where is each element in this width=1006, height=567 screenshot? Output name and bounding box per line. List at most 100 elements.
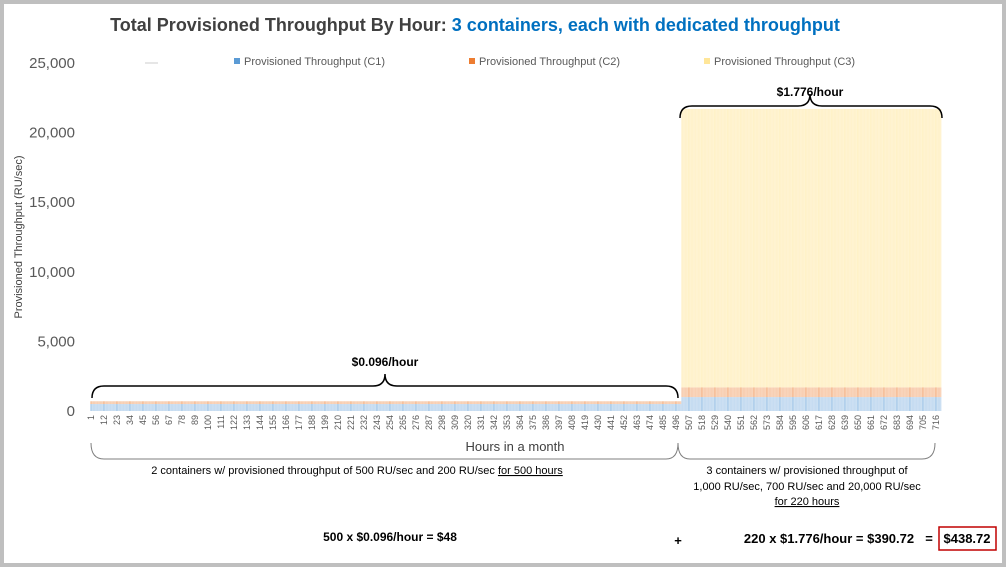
bar-segment-c2 bbox=[537, 401, 539, 405]
x-tick-label: 276 bbox=[411, 415, 421, 430]
bar-segment-c2 bbox=[811, 387, 813, 398]
bar-segment-c1 bbox=[907, 397, 909, 411]
bar-segment-c2 bbox=[636, 401, 638, 405]
bar-segment-c2 bbox=[395, 401, 397, 405]
bar-segment-c3 bbox=[830, 108, 832, 388]
bar-segment-c1 bbox=[365, 404, 367, 411]
bar-segment-c1 bbox=[598, 404, 600, 411]
x-tick-label: 254 bbox=[385, 415, 395, 430]
bar-segment-c2 bbox=[388, 401, 390, 405]
bar-segment-c1 bbox=[706, 397, 708, 411]
bar-segment-c2 bbox=[313, 401, 315, 405]
bar-segment-c2 bbox=[151, 401, 154, 405]
bar-segment-c3 bbox=[722, 108, 724, 388]
brace-high-rate bbox=[679, 93, 943, 119]
bar-segment-c2 bbox=[525, 401, 527, 405]
bar-segment-c1 bbox=[603, 404, 605, 411]
bar-segment-c1 bbox=[345, 404, 347, 411]
bar-segment-c1 bbox=[837, 397, 839, 411]
bar-segment-c3 bbox=[701, 108, 703, 388]
bar-segment-c3 bbox=[747, 108, 749, 388]
bar-segment-c2 bbox=[778, 387, 780, 398]
bar-segment-c2 bbox=[732, 387, 734, 398]
title-prefix: Total Provisioned Throughput By Hour: bbox=[110, 15, 447, 35]
bar-segment-c1 bbox=[418, 404, 421, 411]
bar-segment-c1 bbox=[117, 404, 119, 411]
bar-segment-c1 bbox=[882, 397, 884, 411]
bar-segment-c2 bbox=[140, 401, 142, 405]
bar-segment-c3 bbox=[735, 108, 737, 388]
bar-segment-c1 bbox=[830, 397, 832, 411]
bar-segment-c2 bbox=[441, 401, 443, 405]
bar-segment-c2 bbox=[486, 401, 488, 405]
bar-segment-c1 bbox=[382, 404, 384, 411]
bar-segment-c2 bbox=[379, 401, 382, 405]
bar-segment-c1 bbox=[216, 404, 219, 411]
bar-segment-c3 bbox=[798, 108, 800, 388]
bar-segment-c3 bbox=[842, 108, 844, 388]
bar-segment-c2 bbox=[236, 401, 239, 405]
bar-segment-c2 bbox=[816, 387, 818, 398]
bar-segment-c1 bbox=[668, 404, 670, 411]
bar-segment-c2 bbox=[879, 387, 882, 398]
bar-segment-c2 bbox=[586, 401, 588, 405]
bar-segment-c2 bbox=[433, 401, 435, 405]
bar-segment-c2 bbox=[584, 401, 586, 405]
bar-segment-c1 bbox=[483, 404, 486, 411]
bar-segment-c1 bbox=[869, 397, 871, 411]
bar-segment-c1 bbox=[758, 397, 760, 411]
bar-segment-c3 bbox=[866, 108, 869, 388]
bar-segment-c2 bbox=[902, 387, 904, 398]
bar-segment-c3 bbox=[850, 108, 852, 388]
bar-segment-c1 bbox=[252, 404, 254, 411]
bar-segment-c1 bbox=[788, 397, 791, 411]
bar-segment-c1 bbox=[280, 404, 282, 411]
bar-segment-c2 bbox=[428, 401, 430, 405]
bar-segment-c1 bbox=[912, 397, 915, 411]
bar-segment-c1 bbox=[573, 404, 575, 411]
bar-segment-c1 bbox=[275, 404, 278, 411]
x-tick-label: 573 bbox=[762, 415, 772, 430]
bar-segment-c1 bbox=[300, 404, 302, 411]
bar-segment-c1 bbox=[739, 397, 741, 411]
bar-segment-c2 bbox=[240, 401, 242, 405]
bar-segment-c1 bbox=[124, 404, 126, 411]
bar-segment-c1 bbox=[550, 404, 552, 411]
title-highlight: 3 containers, each with dedicated throug… bbox=[452, 15, 840, 35]
bar-segment-c1 bbox=[349, 404, 351, 411]
bar-segment-c2 bbox=[693, 387, 695, 398]
bar-segment-c3 bbox=[762, 108, 765, 388]
bar-segment-c1 bbox=[468, 404, 470, 411]
bar-segment-c1 bbox=[115, 404, 117, 411]
y-tick-label: 15,000 bbox=[29, 194, 75, 211]
bar-segment-c1 bbox=[313, 404, 315, 411]
bar-segment-c1 bbox=[346, 404, 349, 411]
bar-segment-c1 bbox=[434, 404, 436, 411]
bar-segment-c1 bbox=[599, 404, 601, 411]
bar-segment-c2 bbox=[764, 387, 766, 398]
bar-segment-c1 bbox=[287, 404, 289, 411]
bar-segment-c1 bbox=[268, 404, 271, 411]
bar-segment-c1 bbox=[114, 404, 116, 411]
bar-segment-c2 bbox=[832, 387, 834, 398]
bar-segment-c2 bbox=[346, 401, 349, 405]
bar-segment-c1 bbox=[244, 404, 246, 411]
bar-segment-c3 bbox=[885, 108, 887, 388]
bar-segment-c1 bbox=[132, 404, 135, 411]
bar-segment-c1 bbox=[473, 404, 475, 411]
bar-segment-c1 bbox=[696, 397, 698, 411]
bar-segment-c2 bbox=[169, 401, 171, 405]
bar-segment-c1 bbox=[439, 404, 441, 411]
bar-segment-c1 bbox=[578, 404, 580, 411]
bar-segment-c2 bbox=[871, 387, 873, 398]
bar-segment-c3 bbox=[879, 108, 882, 388]
bar-segment-c3 bbox=[755, 108, 757, 388]
bar-segment-c3 bbox=[811, 108, 813, 388]
bar-segment-c2 bbox=[571, 401, 573, 405]
bar-segment-c3 bbox=[820, 108, 822, 388]
desc-high-line1: 3 containers w/ provisioned throughput o… bbox=[706, 465, 908, 477]
bar-segment-c1 bbox=[641, 404, 643, 411]
bar-segment-c1 bbox=[156, 404, 158, 411]
bar-segment-c1 bbox=[732, 397, 734, 411]
bar-segment-c1 bbox=[548, 404, 551, 411]
